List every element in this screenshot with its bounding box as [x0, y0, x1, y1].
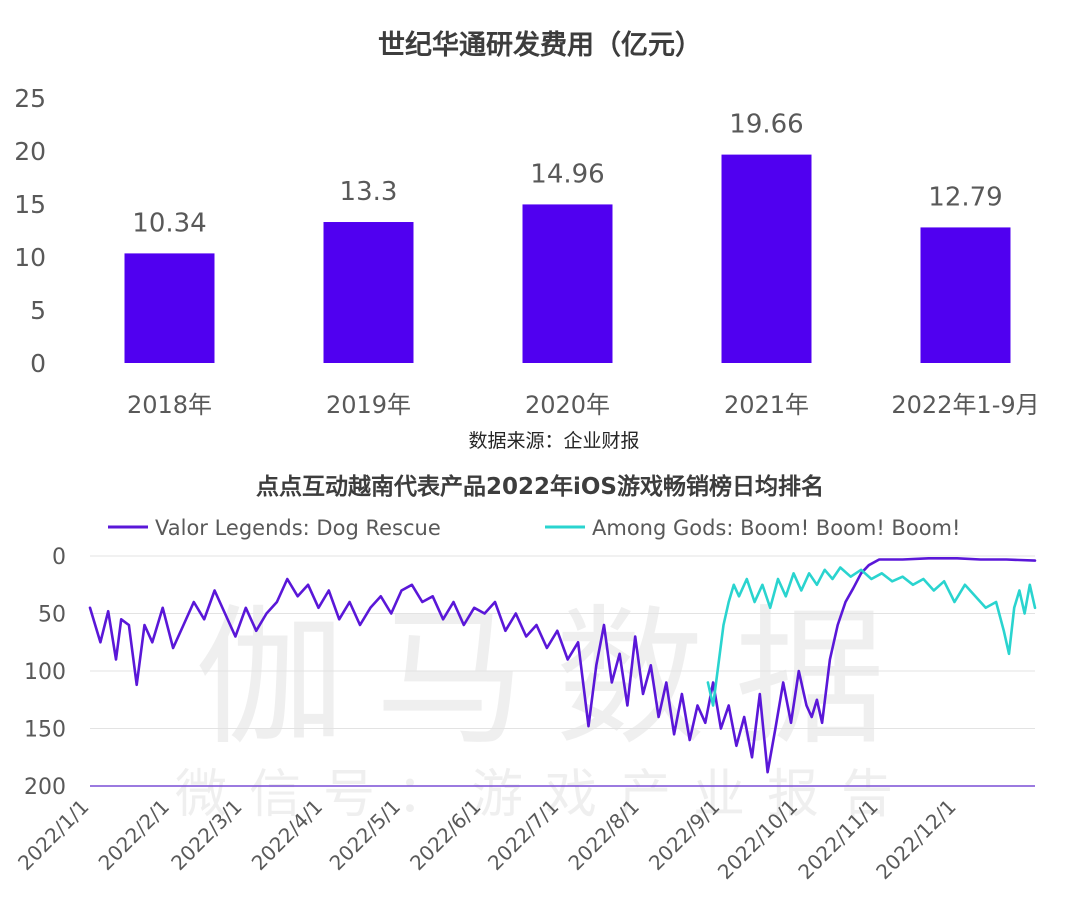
line-x-tick-label: 2022/1/1 [13, 795, 93, 875]
line-y-tick-label: 100 [24, 660, 66, 685]
line-x-tick-label: 2022/2/1 [94, 795, 174, 875]
bar-data-label: 14.96 [530, 159, 604, 189]
bar-x-tick-label: 2021年 [724, 391, 809, 419]
bar-y-tick-label: 15 [14, 190, 46, 219]
line-y-tick-label: 0 [52, 545, 66, 570]
watermark-main: 伽马数据 [195, 592, 915, 766]
watermark: 伽马数据 微信号：游戏产业报告 [175, 592, 915, 825]
bar-y-tick-label: 25 [14, 84, 46, 113]
line-y-tick-label: 150 [24, 718, 66, 743]
bar-chart: 世纪华通研发费用（亿元） 0 5 10 15 20 25 10.34 13.3 14.96 19… [14, 29, 1039, 452]
legend-item-1: Valor Legends: Dog Rescue [108, 516, 441, 540]
bar-y-tick-label: 10 [14, 243, 46, 272]
bar-data-label: 19.66 [729, 110, 803, 140]
bar-data-label: 13.3 [340, 177, 398, 207]
bar-1 [124, 253, 215, 363]
line-chart-title: 点点互动越南代表产品2022年iOS游戏畅销榜日均排名 [256, 473, 824, 500]
line-series-2 [706, 566, 1037, 707]
legend-label: Valor Legends: Dog Rescue [155, 516, 441, 540]
line-y-axis: 0 50 100 150 200 [24, 545, 66, 800]
bar-x-tick-label: 2018年 [127, 391, 212, 419]
bar-data-labels: 10.34 13.3 14.96 19.66 12.79 [132, 110, 1002, 239]
bar-y-axis: 0 5 10 15 20 25 [14, 84, 46, 378]
line-y-tick-label: 200 [24, 775, 66, 800]
bar-x-tick-label: 2019年 [326, 391, 411, 419]
watermark-sub: 微信号：游戏产业报告 [175, 765, 915, 825]
line-series-1 [88, 557, 1037, 774]
bar-y-tick-label: 20 [14, 137, 46, 166]
bar-data-label: 12.79 [928, 182, 1002, 212]
bar-chart-title: 世纪华通研发费用（亿元） [378, 29, 702, 61]
line-y-tick-label: 50 [38, 603, 66, 628]
bar-source-note: 数据来源：企业财报 [468, 430, 639, 452]
bar-series [124, 154, 1011, 363]
bar-4 [721, 154, 812, 363]
legend-label: Among Gods: Boom! Boom! Boom! [592, 516, 960, 540]
line-series-group [88, 557, 1037, 774]
bar-3 [522, 204, 613, 363]
bar-y-tick-label: 0 [30, 349, 46, 378]
legend-item-2: Among Gods: Boom! Boom! Boom! [545, 516, 960, 540]
bar-x-tick-label: 2022年1-9月 [891, 391, 1039, 419]
line-legend: Valor Legends: Dog Rescue Among Gods: Boo… [108, 516, 960, 540]
bar-data-label: 10.34 [132, 208, 206, 238]
bar-5 [920, 227, 1011, 363]
bar-y-tick-label: 5 [30, 296, 46, 325]
bar-x-tick-label: 2020年 [525, 391, 610, 419]
bar-x-axis: 2018年 2019年 2020年 2021年 2022年1-9月 [127, 391, 1040, 419]
bar-2 [323, 222, 414, 363]
